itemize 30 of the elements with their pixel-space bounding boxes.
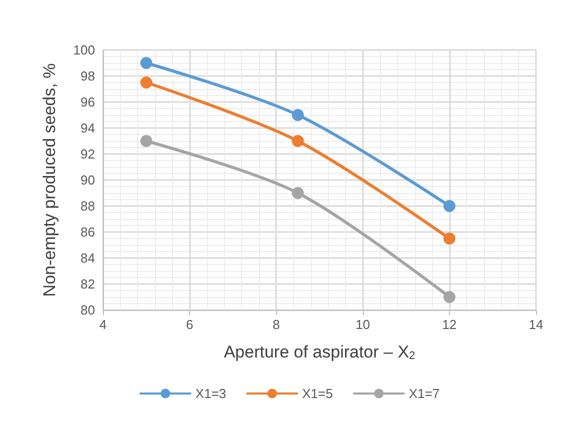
y-tick-label: 84 [80, 250, 95, 266]
y-tick-label: 82 [80, 276, 95, 292]
x-tick-label: 12 [442, 317, 457, 332]
legend-label: X1=7 [408, 386, 440, 401]
y-tick-label: 80 [80, 302, 95, 318]
point [140, 57, 152, 69]
point [292, 187, 304, 199]
y-tick-label: 92 [80, 146, 95, 162]
point [140, 135, 152, 147]
y-tick-label: 88 [80, 198, 95, 214]
point [443, 291, 456, 303]
point [292, 135, 304, 147]
legend-label: X1=5 [302, 386, 333, 401]
point [292, 109, 304, 121]
point [443, 200, 456, 212]
x-tick-label: 14 [528, 317, 544, 332]
y-tick-label: 86 [80, 224, 95, 240]
point [140, 76, 152, 88]
y-tick-label: 98 [80, 68, 95, 84]
y-tick-label: 90 [80, 172, 95, 188]
y-tick-label: 100 [73, 42, 95, 58]
y-tick-label: 96 [80, 94, 95, 110]
point [443, 232, 456, 244]
y-axis-title: Non-empty produced seeds, % [40, 63, 59, 297]
x-tick-label: 10 [356, 317, 370, 332]
x-tick-label: 8 [272, 317, 280, 332]
x-tick-label: 6 [186, 317, 194, 332]
x-tick-label: 4 [99, 317, 107, 332]
legend-label: X1=3 [195, 386, 226, 401]
y-tick-label: 94 [80, 120, 95, 136]
